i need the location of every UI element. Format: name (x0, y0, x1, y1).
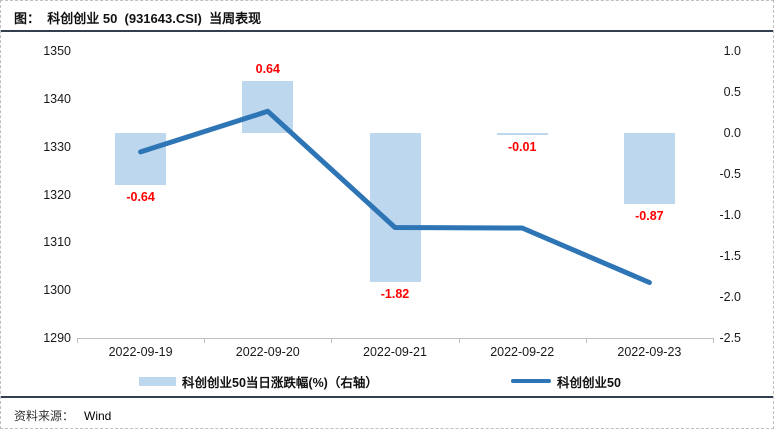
source-note: 资料来源： Wind (14, 407, 111, 424)
legend-line-label: 科创创业50 (557, 375, 621, 390)
bar-value-label: -0.64 (126, 190, 155, 205)
left-axis-tick-label: 1310 (43, 235, 71, 250)
legend-item-line: 科创创业50 (511, 372, 621, 390)
bar-2022-09-22 (496, 133, 548, 135)
left-axis-tick-label: 1350 (43, 44, 71, 58)
right-axis-tick-label: 0.0 (723, 126, 741, 140)
right-axis-tick-label: -2.0 (719, 290, 741, 304)
x-axis-tick (713, 338, 714, 343)
bar-value-label: -0.87 (635, 209, 664, 224)
x-axis-tick (204, 338, 205, 343)
legend-bar-swatch-icon (139, 376, 176, 386)
right-axis-tick-label: -2.5 (719, 331, 741, 345)
figure-title-bar: 图： 科创创业 50 (931643.CSI) 当周表现 (1, 1, 773, 32)
x-axis-category-label: 2022-09-21 (363, 345, 427, 359)
x-axis-tick (331, 338, 332, 343)
right-axis-tick-label: -0.5 (719, 167, 741, 181)
bar-2022-09-23 (623, 133, 675, 205)
right-axis-tick-label: -1.5 (719, 249, 741, 263)
left-axis-tick-label: 1300 (43, 283, 71, 298)
right-axis-tick-label: 0.5 (723, 85, 741, 99)
legend-line-swatch-icon (511, 379, 551, 383)
bar-value-label: -0.01 (507, 140, 537, 154)
left-axis-tick-label: 1340 (43, 91, 71, 106)
bar-2022-09-20 (242, 80, 294, 133)
bar-value-label: -1.82 (380, 287, 410, 302)
x-axis-line (77, 338, 713, 339)
source-label: 资料来源： (14, 409, 75, 423)
x-axis-tick (77, 338, 78, 343)
x-axis-category-label: 2022-09-19 (108, 345, 173, 359)
legend: 科创创业50当日涨跌幅(%)（右轴） 科创创业50 (1, 372, 773, 390)
x-axis-category-label: 2022-09-22 (490, 345, 555, 359)
x-axis-category-label: 2022-09-20 (235, 345, 300, 359)
source-value: Wind (84, 409, 112, 423)
figure-footer-bar: 资料来源： Wind (1, 396, 773, 428)
left-axis-tick-label: 1320 (43, 187, 71, 202)
right-axis: 1.0 0.5 0.0 -0.5 -1.0 -1.5 -2.0 -2.5 (701, 1, 741, 428)
left-axis-tick-label: 1290 (43, 331, 71, 345)
x-axis-category-label: 2022-09-23 (617, 345, 682, 359)
bar-2022-09-21 (369, 133, 421, 283)
x-axis-tick (459, 338, 460, 343)
right-axis-tick-label: -1.0 (719, 208, 741, 222)
left-axis: 1350 1340 1330 1320 1310 1300 1290 (27, 1, 71, 428)
bar-value-label: 0.64 (255, 61, 280, 76)
bar-2022-09-19 (115, 133, 167, 186)
x-axis-tick (586, 338, 587, 343)
right-axis-tick-label: 1.0 (723, 44, 741, 58)
legend-bar-label: 科创创业50当日涨跌幅(%)（右轴） (182, 375, 378, 390)
legend-item-bar: 科创创业50当日涨跌幅(%)（右轴） (139, 372, 378, 390)
left-axis-tick-label: 1330 (43, 139, 71, 154)
figure-title: 图： 科创创业 50 (931643.CSI) 当周表现 (14, 11, 262, 26)
